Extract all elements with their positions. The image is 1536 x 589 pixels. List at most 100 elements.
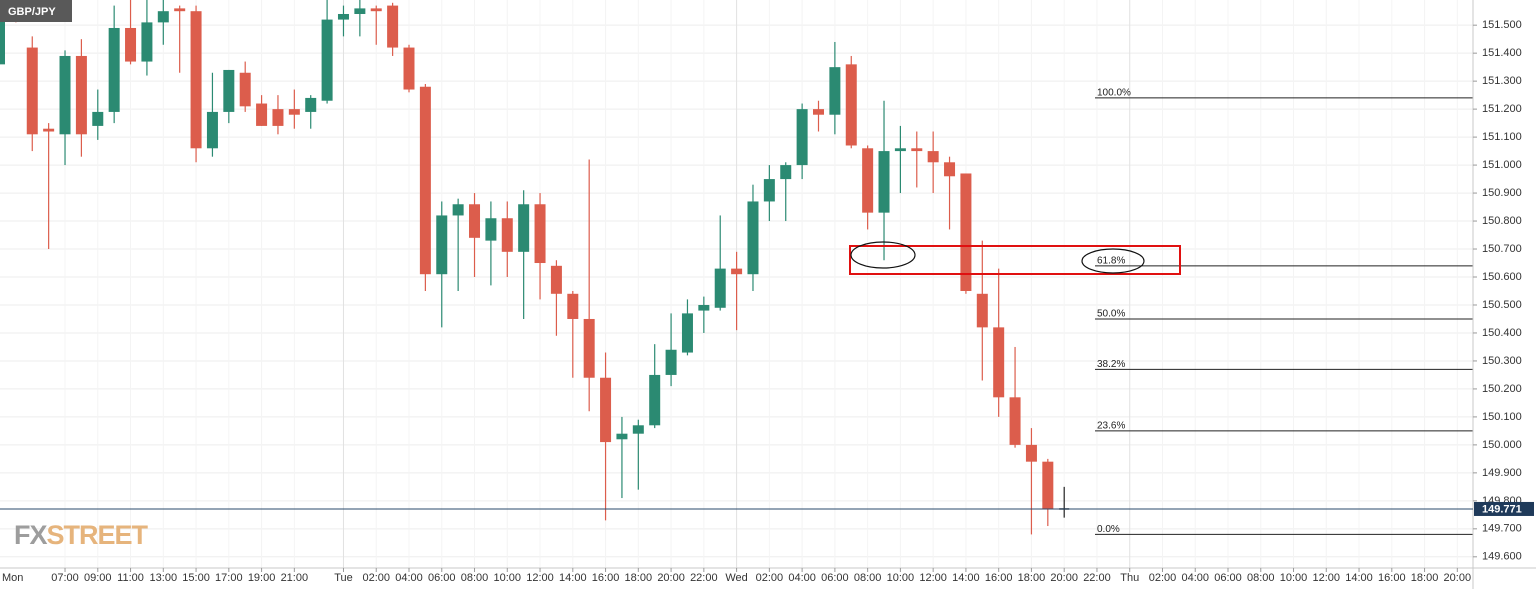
candle-body: [0, 5, 5, 65]
fib-label: 0.0%: [1097, 524, 1120, 535]
x-tick-label: 04:00: [1181, 572, 1209, 584]
candle-body: [600, 377, 612, 443]
highlight-ellipse: [1081, 248, 1145, 274]
x-tick-label: 11:00: [117, 572, 144, 584]
x-tick-label: 06:00: [821, 572, 849, 584]
candle-body: [698, 304, 710, 311]
candle-body: [993, 327, 1005, 398]
candle-body: [206, 111, 218, 149]
symbol-box: [0, 0, 72, 22]
x-tick-label: Mon: [2, 572, 23, 584]
candle-body: [239, 72, 251, 107]
y-tick-label: 149.700: [1482, 523, 1522, 535]
candles-layer: [0, 0, 1070, 535]
candle-body: [780, 165, 792, 180]
candle-body: [616, 433, 628, 440]
candle-body: [714, 268, 726, 308]
candle-body: [436, 215, 448, 275]
y-tick-label: 151.400: [1482, 47, 1522, 59]
fib-label: 38.2%: [1097, 359, 1125, 370]
candle-body: [632, 425, 644, 434]
x-tick-label: 02:00: [756, 572, 784, 584]
candle-body: [1009, 397, 1021, 445]
x-tick-label: 14:00: [952, 572, 980, 584]
y-tick-label: 151.200: [1482, 103, 1522, 115]
candle-body: [944, 162, 956, 177]
candle-body: [288, 109, 300, 115]
x-tick-label: 17:00: [215, 572, 243, 584]
x-tick-label: 20:00: [1444, 572, 1472, 584]
last-price-box: [1474, 501, 1534, 516]
candle-body: [681, 313, 693, 353]
candle-body: [878, 151, 890, 213]
watermark: FXSTREET: [14, 520, 149, 550]
y-tick-label: 150.700: [1482, 243, 1522, 255]
x-tick-label: 10:00: [494, 572, 522, 584]
x-tick-label: 20:00: [1050, 572, 1078, 584]
candle-body: [649, 374, 661, 426]
x-tick-label: 18:00: [625, 572, 653, 584]
candle-body: [92, 111, 104, 126]
candle-body: [534, 204, 546, 264]
candle-body: [125, 27, 137, 62]
x-tick-label: 04:00: [395, 572, 423, 584]
candle-body: [813, 109, 824, 115]
candle-body: [583, 318, 595, 378]
overlay-layer: [849, 241, 1181, 275]
x-tick-label: 21:00: [281, 572, 309, 584]
x-tick-label: 06:00: [428, 572, 456, 584]
candle-body: [59, 55, 71, 135]
x-tick-label: 20:00: [657, 572, 685, 584]
y-tick-label: 150.000: [1482, 439, 1522, 451]
candle-body: [1025, 444, 1037, 462]
candle-body: [141, 22, 153, 62]
x-tick-label: 08:00: [461, 572, 489, 584]
candle-body: [829, 67, 841, 115]
x-tick-label: 12:00: [526, 572, 554, 584]
x-tick-label: 22:00: [1083, 572, 1111, 584]
x-tick-label: 09:00: [84, 572, 112, 584]
watermark-fx: FX: [14, 520, 47, 550]
x-tick-label: 16:00: [1378, 572, 1406, 584]
candle-body: [43, 128, 55, 132]
y-tick-label: 151.500: [1482, 19, 1522, 31]
x-tick-label: 07:00: [51, 572, 79, 584]
fib-label: 50.0%: [1097, 309, 1125, 320]
candle-body: [419, 86, 431, 275]
x-tick-label: Wed: [725, 572, 747, 584]
candle-body: [567, 293, 579, 319]
watermark-street: STREET: [47, 520, 149, 550]
highlight-ellipse: [850, 241, 916, 269]
candle-body: [747, 201, 759, 275]
candle-body: [763, 179, 775, 202]
candle-body: [911, 148, 923, 152]
candle-body: [370, 8, 382, 12]
x-tick-label: 16:00: [592, 572, 620, 584]
candle-body: [1042, 461, 1054, 510]
candle-body: [108, 27, 120, 112]
y-tick-label: 150.100: [1482, 411, 1522, 423]
y-tick-label: 150.900: [1482, 187, 1522, 199]
y-tick-label: 150.300: [1482, 355, 1522, 367]
candle-body: [845, 64, 857, 146]
candle-body: [256, 103, 268, 126]
x-tick-label: 12:00: [1313, 572, 1341, 584]
candle-body: [862, 148, 874, 213]
x-tick-label: Tue: [334, 572, 353, 584]
candle-body: [501, 218, 513, 252]
candle-body: [354, 8, 366, 14]
y-tick-label: 150.500: [1482, 299, 1522, 311]
fib-label: 23.6%: [1097, 421, 1125, 432]
candle-body: [796, 109, 808, 166]
candle-body: [485, 218, 497, 241]
candle-body: [976, 293, 988, 328]
highlight-box: [849, 245, 1181, 275]
candle-body: [960, 173, 972, 291]
x-tick-label: 22:00: [690, 572, 718, 584]
candle-body: [157, 11, 169, 23]
x-tick-label: 16:00: [985, 572, 1013, 584]
y-tick-label: 150.200: [1482, 383, 1522, 395]
x-tick-label: 14:00: [559, 572, 587, 584]
candle-body: [387, 5, 399, 48]
